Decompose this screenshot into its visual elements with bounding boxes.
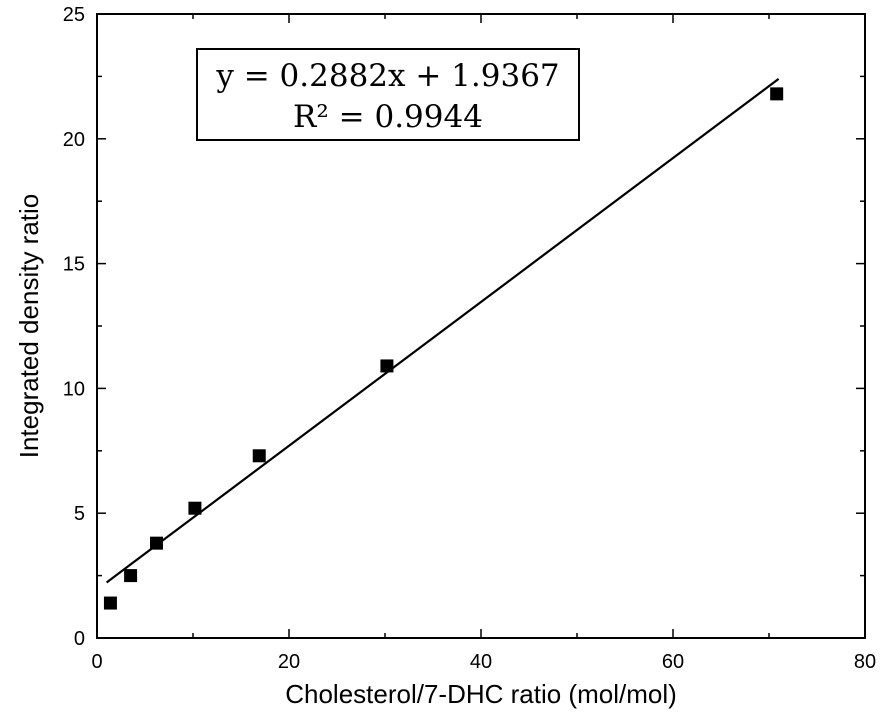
y-axis-title: Integrated density ratio bbox=[14, 194, 44, 459]
plot-area: 0 20 40 60 80 0 5 10 15 20 25 bbox=[63, 4, 876, 673]
equation-box: y = 0.2882x + 1.9367 R² = 0.9944 bbox=[196, 48, 580, 141]
x-axis-title: Cholesterol/7-DHC ratio (mol/mol) bbox=[285, 679, 677, 709]
data-point bbox=[188, 501, 202, 515]
x-tick-label: 0 bbox=[91, 651, 102, 673]
data-point bbox=[150, 536, 164, 550]
data-point bbox=[252, 449, 266, 463]
y-tick-label: 25 bbox=[63, 4, 85, 26]
x-tick-label: 60 bbox=[662, 651, 684, 673]
x-tick-label: 40 bbox=[470, 651, 492, 673]
equation-box-frame bbox=[196, 48, 580, 141]
x-tick-label: 20 bbox=[278, 651, 300, 673]
x-tick-label: 80 bbox=[854, 651, 876, 673]
data-point bbox=[103, 596, 117, 610]
y-tick-label: 20 bbox=[63, 129, 85, 151]
r-squared-label: R² = 0.9944 bbox=[293, 99, 483, 135]
y-tick-label: 0 bbox=[74, 628, 85, 650]
fit-equation: y = 0.2882x + 1.9367 bbox=[215, 58, 559, 94]
data-point bbox=[380, 359, 394, 373]
y-tick-label: 5 bbox=[74, 503, 85, 525]
y-tick-label: 10 bbox=[63, 378, 85, 400]
fit-line bbox=[105, 78, 780, 584]
y-tick-label: 15 bbox=[63, 254, 85, 276]
data-point bbox=[124, 569, 138, 583]
data-point bbox=[770, 87, 784, 101]
